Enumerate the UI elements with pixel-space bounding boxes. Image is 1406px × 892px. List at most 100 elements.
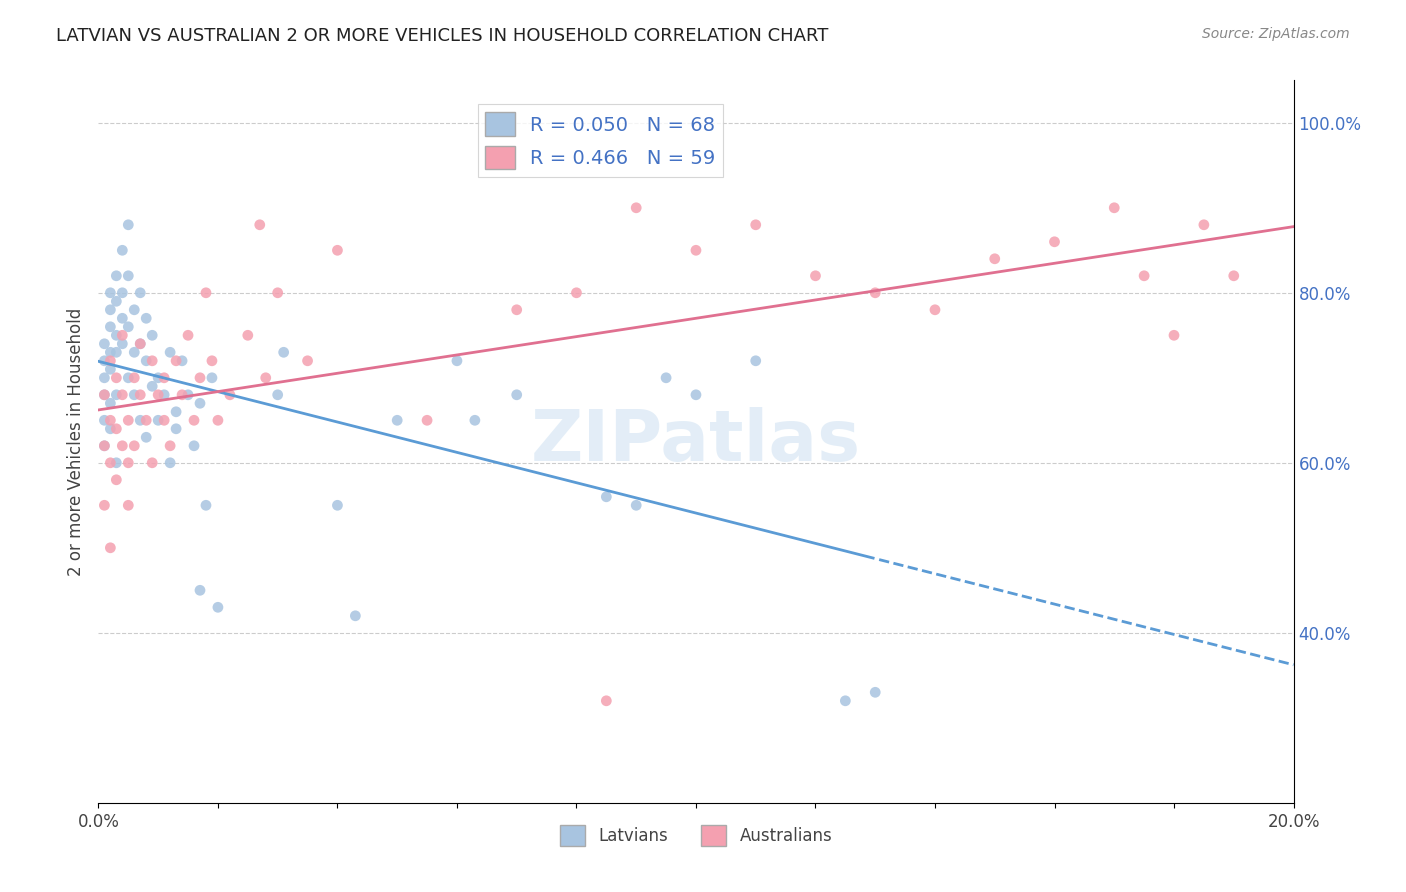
Point [105,456,128,470]
Point [1223,268,1246,283]
Point [159,345,181,359]
Point [117,268,139,283]
Point [105,388,128,402]
Point [98,541,122,555]
Point [111,388,134,402]
Point [124,388,146,402]
Point [93,336,115,351]
Point [254,371,277,385]
Point [105,473,128,487]
Point [117,218,139,232]
Point [129,336,152,351]
Point [105,268,128,283]
Point [98,345,122,359]
Point [111,244,134,258]
Point [98,353,122,368]
Point [249,218,271,232]
Point [93,388,115,402]
Point [141,379,163,393]
Point [655,371,678,385]
Point [117,498,139,512]
Point [446,353,468,368]
Point [135,311,157,326]
Point [159,456,181,470]
Point [93,439,115,453]
Point [111,285,134,300]
Point [207,413,229,427]
Point [188,583,211,598]
Point [464,413,486,427]
Point [105,345,128,359]
Point [195,498,218,512]
Point [111,336,134,351]
Point [141,328,163,343]
Point [124,371,146,385]
Point [1104,201,1126,215]
Point [129,336,152,351]
Point [506,302,529,317]
Point [165,422,187,436]
Point [416,413,439,427]
Point [111,328,134,343]
Point [105,328,128,343]
Point [135,353,157,368]
Point [98,362,122,376]
Point [188,371,211,385]
Point [129,413,152,427]
Point [153,413,176,427]
Point [685,388,707,402]
Point [188,396,211,410]
Point [148,413,170,427]
Point [195,285,218,300]
Point [117,319,139,334]
Point [385,413,409,427]
Point [98,413,122,427]
Point [148,371,170,385]
Point [98,456,122,470]
Point [207,600,229,615]
Point [98,285,122,300]
Point [172,388,194,402]
Point [129,388,152,402]
Point [124,439,146,453]
Point [745,353,768,368]
Point [626,498,648,512]
Point [865,685,887,699]
Point [159,439,181,453]
Point [1192,218,1215,232]
Point [201,371,224,385]
Point [105,422,128,436]
Point [236,328,259,343]
Text: Source: ZipAtlas.com: Source: ZipAtlas.com [1202,27,1350,41]
Point [326,498,349,512]
Point [93,388,115,402]
Text: ZIPatlas: ZIPatlas [531,407,860,476]
Point [626,201,648,215]
Point [105,294,128,309]
Point [267,388,290,402]
Point [201,353,224,368]
Point [804,268,827,283]
Point [93,413,115,427]
Point [93,371,115,385]
Point [1163,328,1185,343]
Text: LATVIAN VS AUSTRALIAN 2 OR MORE VEHICLES IN HOUSEHOLD CORRELATION CHART: LATVIAN VS AUSTRALIAN 2 OR MORE VEHICLES… [56,27,828,45]
Point [273,345,295,359]
Point [834,694,856,708]
Point [153,388,176,402]
Point [326,244,349,258]
Point [565,285,588,300]
Point [111,439,134,453]
Point [924,302,946,317]
Point [506,388,529,402]
Point [183,413,205,427]
Point [595,490,617,504]
Point [98,396,122,410]
Point [148,388,170,402]
Point [135,413,157,427]
Point [177,328,200,343]
Point [141,353,163,368]
Point [984,252,1007,266]
Point [124,302,146,317]
Point [267,285,290,300]
